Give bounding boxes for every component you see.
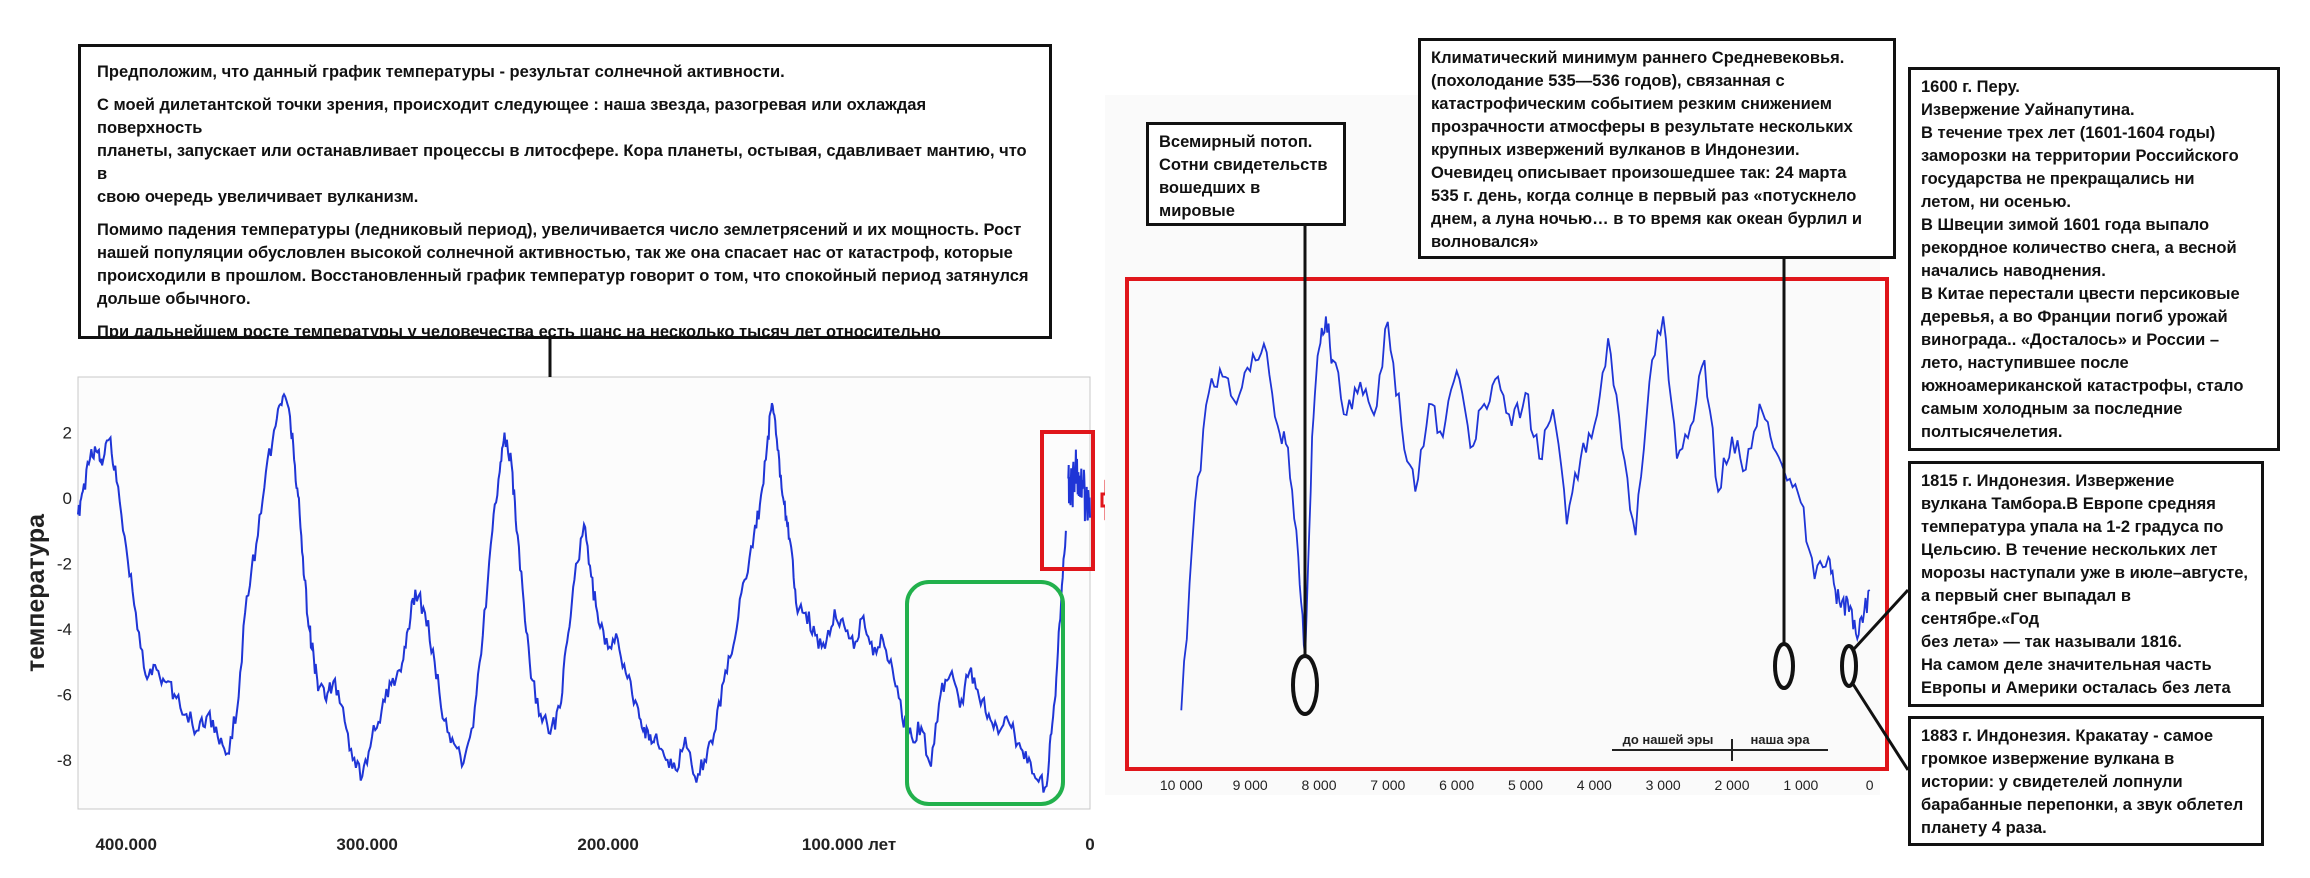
- holocene-zoom-box: [1040, 430, 1095, 571]
- left-recent-series-line: [1067, 449, 1091, 522]
- left-series-line: [77, 392, 1067, 793]
- left-y-ticks: 2 0 -2 -4 -6 -8: [57, 424, 72, 770]
- right-x-ticks: 10 000 9 000 8 000 7 000 6 000 5 000 4 000 3 00…: [1160, 777, 1874, 793]
- right-x-tick-label: 7 000: [1370, 777, 1405, 793]
- left-x-tick-label: 0: [1085, 835, 1094, 854]
- tambora-connector: [1851, 588, 1910, 652]
- right-x-tick-label: 5 000: [1508, 777, 1543, 793]
- peru-note-text: 1600 г. Перу. Извержение Уайнапутина. В …: [1921, 78, 2244, 441]
- hypothesis-paragraph-3: Помимо падения температуры (ледниковый п…: [97, 221, 1029, 308]
- recent-eruptions-marker: [1840, 644, 1858, 688]
- hypothesis-paragraph-1: Предположим, что данный график температу…: [97, 63, 785, 81]
- left-y-axis-label: температура: [22, 513, 50, 672]
- medieval-minimum-note: Климатический минимум раннего Средневеко…: [1418, 38, 1896, 259]
- left-x-tick-label: 200.000: [577, 835, 638, 854]
- tambora-note-text: 1815 г. Индонезия. Извержение вулкана Та…: [1921, 472, 2248, 704]
- right-x-tick-label: 8 000: [1301, 777, 1336, 793]
- left-x-tick-label: 100.000 лет: [802, 835, 896, 854]
- right-x-tick-label: 6 000: [1439, 777, 1474, 793]
- right-x-tick-label: 10 000: [1160, 777, 1203, 793]
- glacial-period-highlight-box: [905, 580, 1065, 806]
- right-x-tick-label: 1 000: [1783, 777, 1818, 793]
- right-x-tick-label: 4 000: [1577, 777, 1612, 793]
- left-x-tick-label: 400.000: [95, 835, 156, 854]
- paleo-temperature-chart: температура 2 0 -2 -4 -6 -8 400.000 300.000 200…: [22, 376, 1095, 854]
- right-x-tick-label: 9 000: [1233, 777, 1268, 793]
- flood-note-text: Всемирный потоп. Сотни свидетельств воше…: [1159, 133, 1328, 220]
- left-x-tick-label: 300.000: [336, 835, 397, 854]
- hypothesis-note: Предположим, что данный график температу…: [78, 44, 1052, 339]
- left-plot-area: [77, 376, 1091, 810]
- left-y-tick-label: 2: [63, 424, 72, 443]
- krakatau-connector: [1851, 683, 1910, 771]
- right-x-tick-label: 3 000: [1646, 777, 1681, 793]
- right-x-tick-label: 0: [1866, 777, 1874, 793]
- medieval-note-text: Климатический минимум раннего Средневеко…: [1431, 49, 1863, 251]
- hypothesis-paragraph-4: При дальнейшем росте температуры у челов…: [97, 323, 941, 339]
- era-label-bce: до нашей эры: [1623, 732, 1714, 747]
- hypothesis-paragraph-2: С моей дилетантской точки зрения, происх…: [97, 96, 1027, 206]
- krakatau-note-text: 1883 г. Индонезия. Кракатау - самое гром…: [1921, 727, 2244, 837]
- left-y-tick-label: -4: [57, 620, 72, 639]
- right-x-tick-label: 2 000: [1714, 777, 1749, 793]
- krakatau-1883-note: 1883 г. Индонезия. Кракатау - самое гром…: [1908, 716, 2264, 846]
- peru-1600-note: 1600 г. Перу. Извержение Уайнапутина. В …: [1908, 67, 2280, 451]
- tambora-1815-note: 1815 г. Индонезия. Извержение вулкана Та…: [1908, 461, 2264, 707]
- left-y-tick-label: -8: [57, 751, 72, 770]
- era-label-ce: наша эра: [1750, 732, 1810, 747]
- left-y-tick-label: 0: [63, 489, 72, 508]
- flood-note: Всемирный потоп. Сотни свидетельств воше…: [1146, 122, 1346, 226]
- left-y-tick-label: -6: [57, 685, 72, 704]
- left-y-tick-label: -2: [57, 555, 72, 574]
- zoom-detail-box: [1125, 277, 1889, 771]
- left-x-ticks: 400.000 300.000 200.000 100.000 лет 0: [95, 835, 1094, 854]
